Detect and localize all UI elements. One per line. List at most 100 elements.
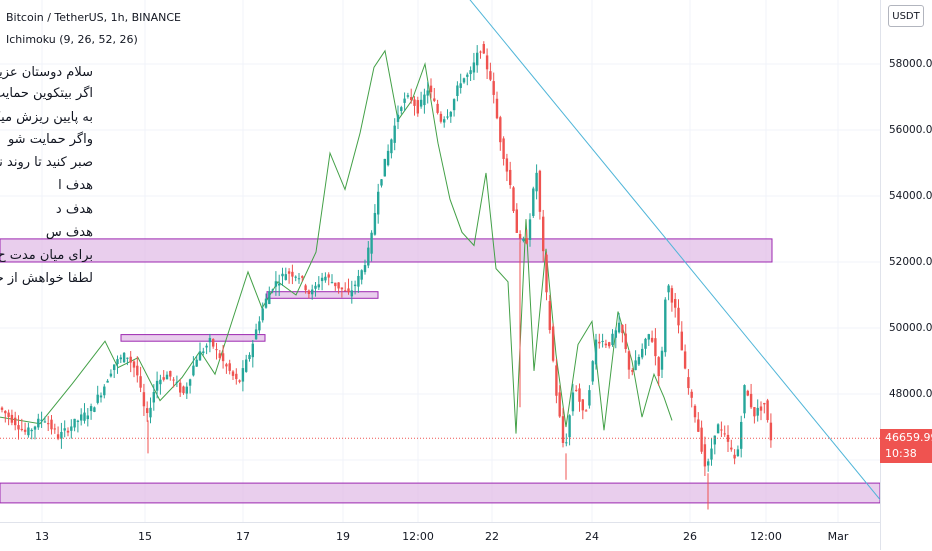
candle-up: [63, 428, 66, 431]
candle-up: [73, 418, 76, 428]
candle-up: [109, 373, 113, 377]
candle-up: [528, 219, 532, 240]
chart-area[interactable]: Bitcoin / TetherUS, 1h, BINANCE Ichimoku…: [0, 0, 880, 522]
candle-down: [17, 425, 20, 430]
candle-down: [674, 299, 677, 308]
candle-up: [644, 338, 647, 349]
candle-up: [274, 281, 278, 287]
price-axis[interactable]: 48000.00 50000.00 52000.00 54000.00 56000.00…: [880, 0, 932, 550]
candle-down: [683, 351, 687, 369]
candle-up: [641, 348, 644, 358]
candle-up: [297, 278, 301, 280]
candle-up: [400, 107, 403, 111]
candle-up: [27, 427, 30, 436]
candle-down: [307, 290, 311, 294]
symbol-title: Bitcoin / TetherUS, 1h, BINANCE: [6, 11, 182, 24]
candle-up: [736, 449, 740, 457]
last-price-tag: 46659.99 10:38: [880, 429, 932, 463]
annotation-line: هدف د: [55, 202, 93, 217]
candle-down: [238, 380, 241, 382]
indicator-label[interactable]: Ichimoku (9, 26, 52, 26): [6, 33, 138, 46]
candle-down: [304, 285, 307, 291]
candle-up: [258, 321, 261, 331]
candle-up: [611, 333, 614, 345]
candle-up: [30, 429, 33, 432]
candle-down: [291, 271, 294, 277]
candle-up: [740, 421, 743, 449]
candle-up: [423, 94, 426, 106]
candle-up: [106, 380, 109, 383]
candle-up: [251, 343, 254, 358]
candle-up: [406, 95, 410, 97]
candle-up: [261, 308, 264, 321]
candle-down: [340, 287, 344, 290]
candle-up: [472, 62, 476, 73]
candle-up: [535, 172, 538, 192]
candle-up: [281, 273, 284, 277]
candle-up: [360, 270, 363, 280]
candle-up: [294, 276, 297, 278]
currency-button[interactable]: USDT: [888, 5, 924, 27]
candle-up: [367, 247, 370, 266]
candle-up: [198, 351, 202, 361]
annotation-line: لطفا خواهش از حد ضرر: [0, 271, 93, 286]
candle-up: [103, 386, 106, 396]
candle-up: [248, 354, 251, 360]
candle-up: [634, 360, 637, 371]
candle-up: [456, 85, 459, 96]
candle-down: [142, 392, 146, 407]
time-tick-label: 12:00: [750, 530, 782, 543]
annotation-line: اگر بیتکوین حمایت پایین خود که محدوده(45…: [0, 86, 93, 101]
candle-down: [14, 417, 17, 426]
candle-up: [83, 412, 86, 421]
price-chart[interactable]: [0, 0, 880, 522]
annotation-line: سلام دوستان عزیز این تحلی: [0, 65, 93, 80]
candle-down: [608, 342, 611, 347]
time-tick-label: 26: [683, 530, 697, 543]
candle-down: [650, 337, 654, 342]
candle-down: [221, 353, 225, 362]
candle-up: [320, 277, 324, 282]
candle-up: [96, 394, 99, 403]
candle-down: [231, 371, 235, 376]
candle-up: [601, 340, 604, 342]
support-resistance-zone: [120, 334, 266, 342]
candle-down: [723, 433, 726, 435]
candle-up: [241, 368, 245, 382]
candle-down: [687, 377, 690, 389]
candle-up: [195, 359, 198, 367]
candle-up: [188, 379, 192, 386]
candle-down: [66, 430, 70, 433]
candle-up: [396, 114, 400, 122]
candle-down: [53, 428, 56, 430]
candle-down: [132, 361, 136, 368]
candle-down: [50, 419, 53, 430]
candle-down: [627, 351, 631, 370]
candle-down: [179, 382, 182, 393]
candle-down: [479, 51, 482, 53]
candle-up: [37, 418, 40, 428]
candle-down: [56, 434, 60, 439]
candle-up: [89, 406, 93, 412]
time-tick-label: Mar: [827, 530, 849, 543]
candle-down: [218, 353, 221, 358]
candle-down: [697, 419, 700, 432]
candle-down: [334, 282, 337, 287]
candle-down: [525, 238, 528, 244]
candle-up: [664, 299, 667, 353]
candle-up: [208, 337, 212, 343]
candle-up: [86, 415, 89, 420]
candle-down: [215, 349, 218, 351]
candle-up: [568, 415, 571, 438]
candle-up: [419, 99, 423, 107]
candle-down: [23, 429, 27, 432]
candle-up: [268, 291, 271, 305]
candle-down: [136, 365, 139, 376]
time-axis[interactable]: 13 15 17 19 12:00 22 24 26 12:00 Mar: [0, 522, 880, 551]
candle-up: [152, 392, 155, 403]
candle-down: [505, 158, 509, 172]
candle-down: [182, 386, 185, 394]
candle-down: [47, 423, 50, 425]
candle-down: [485, 55, 489, 70]
candle-down: [495, 98, 499, 119]
